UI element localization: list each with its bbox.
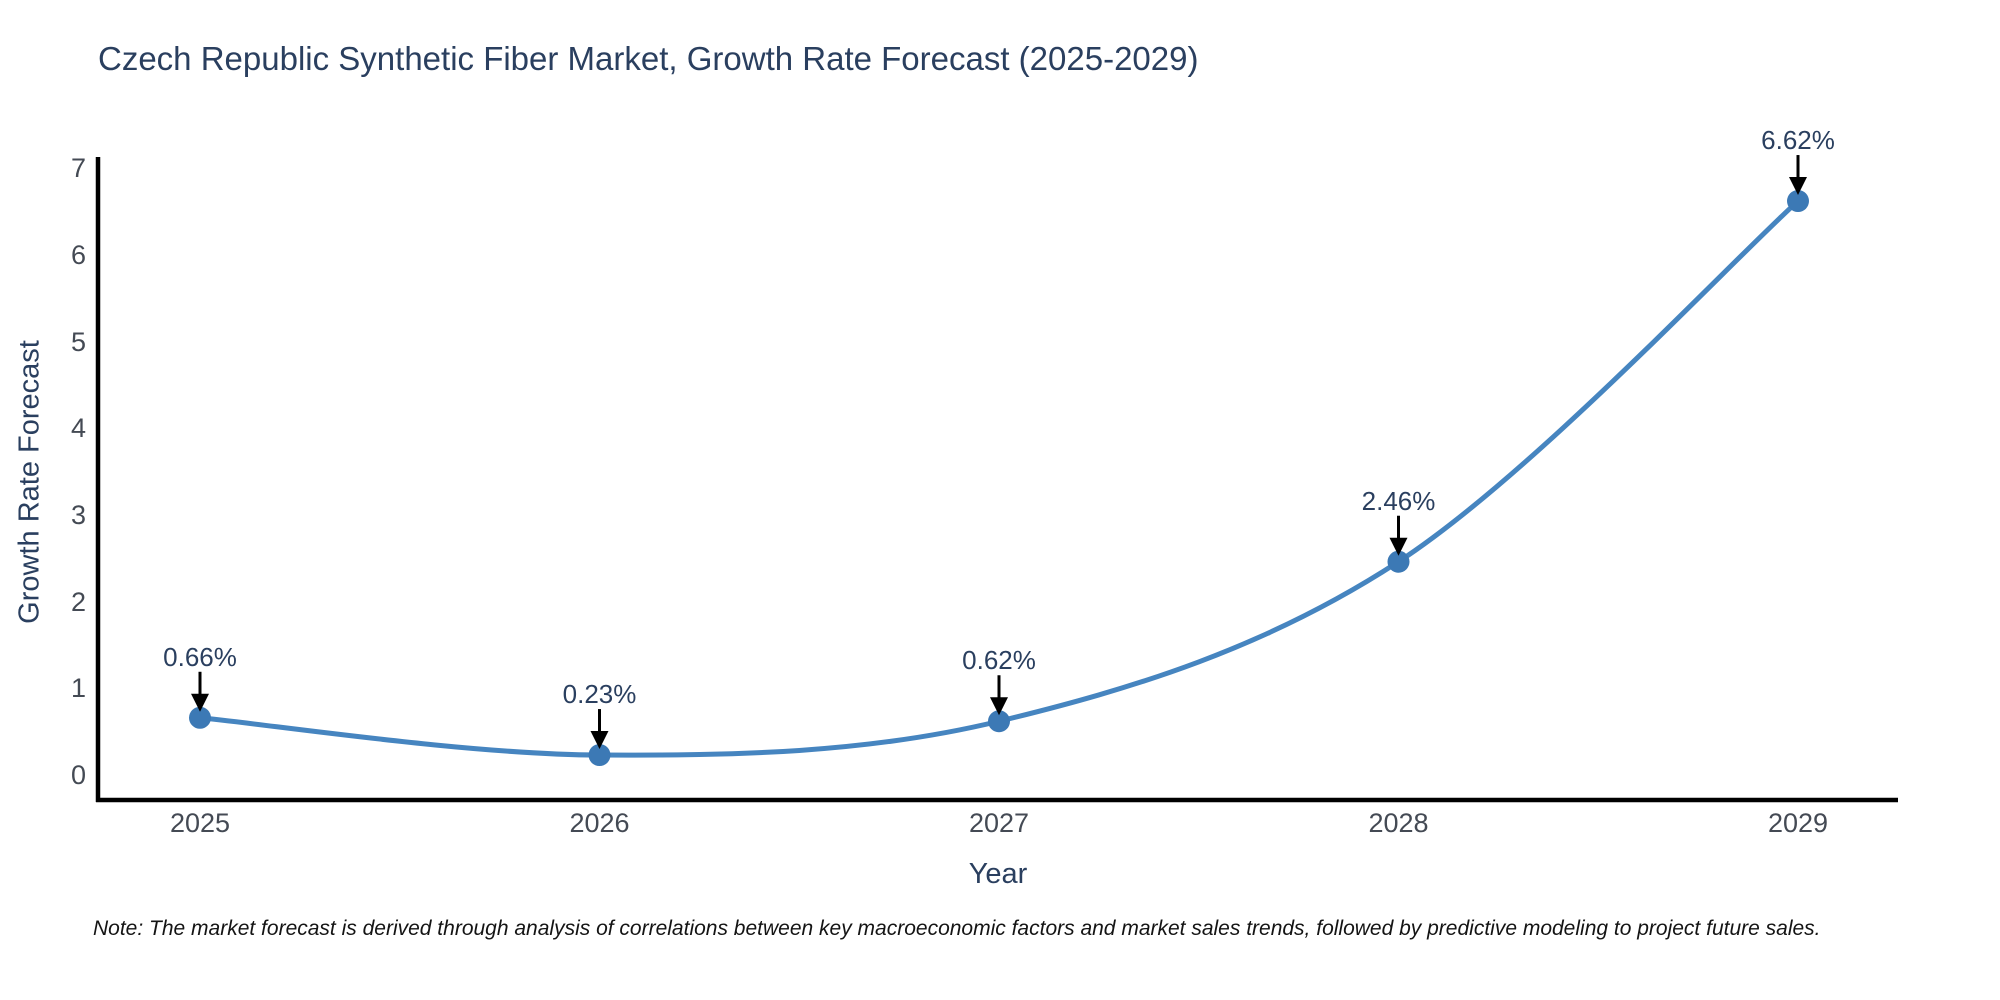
- x-tick-label-2028: 2028: [1368, 808, 1429, 838]
- y-tick-label: 5: [70, 326, 86, 357]
- annotation-arrow-head: [990, 697, 1008, 716]
- data-point-2029[interactable]: [1787, 190, 1809, 213]
- x-axis-title: Year: [968, 858, 1028, 890]
- point-value-label-2026: 0.23%: [562, 679, 637, 710]
- y-axis-title: Growth Rate Forecast: [13, 340, 46, 624]
- y-tick-label: 0: [70, 760, 86, 790]
- y-tick-label: 4: [70, 413, 86, 444]
- annotation-arrow-head: [1389, 537, 1408, 556]
- point-value-label-2028: 2.46%: [1361, 485, 1436, 516]
- footnote: Note: The market forecast is derived thr…: [93, 917, 1821, 940]
- data-point-2027[interactable]: [988, 710, 1010, 733]
- annotation-arrow-head: [1789, 177, 1807, 196]
- x-tick-label-2027: 2027: [968, 808, 1030, 838]
- y-tick-label: 1: [70, 673, 86, 704]
- annotation-arrow-head: [191, 693, 209, 712]
- point-value-label-2027: 0.62%: [962, 645, 1036, 676]
- chart-title: Czech Republic Synthetic Fiber Market, G…: [98, 40, 1199, 77]
- data-point-2025[interactable]: [189, 706, 211, 729]
- y-tick-label: 6: [70, 239, 86, 270]
- point-value-label-2029: 6.62%: [1761, 125, 1835, 156]
- annotation-arrow-head: [590, 731, 609, 750]
- y-tick-label: 2: [70, 586, 86, 617]
- data-point-2026[interactable]: [588, 744, 611, 767]
- x-tick-label-2026: 2026: [569, 808, 630, 838]
- y-tick-label: 7: [70, 153, 86, 184]
- y-tick-label: 3: [70, 499, 86, 530]
- x-tick-label-2029: 2029: [1767, 808, 1829, 838]
- x-tick-label-2025: 2025: [169, 808, 231, 838]
- point-value-label-2025: 0.66%: [163, 641, 237, 672]
- data-point-2028[interactable]: [1387, 550, 1410, 573]
